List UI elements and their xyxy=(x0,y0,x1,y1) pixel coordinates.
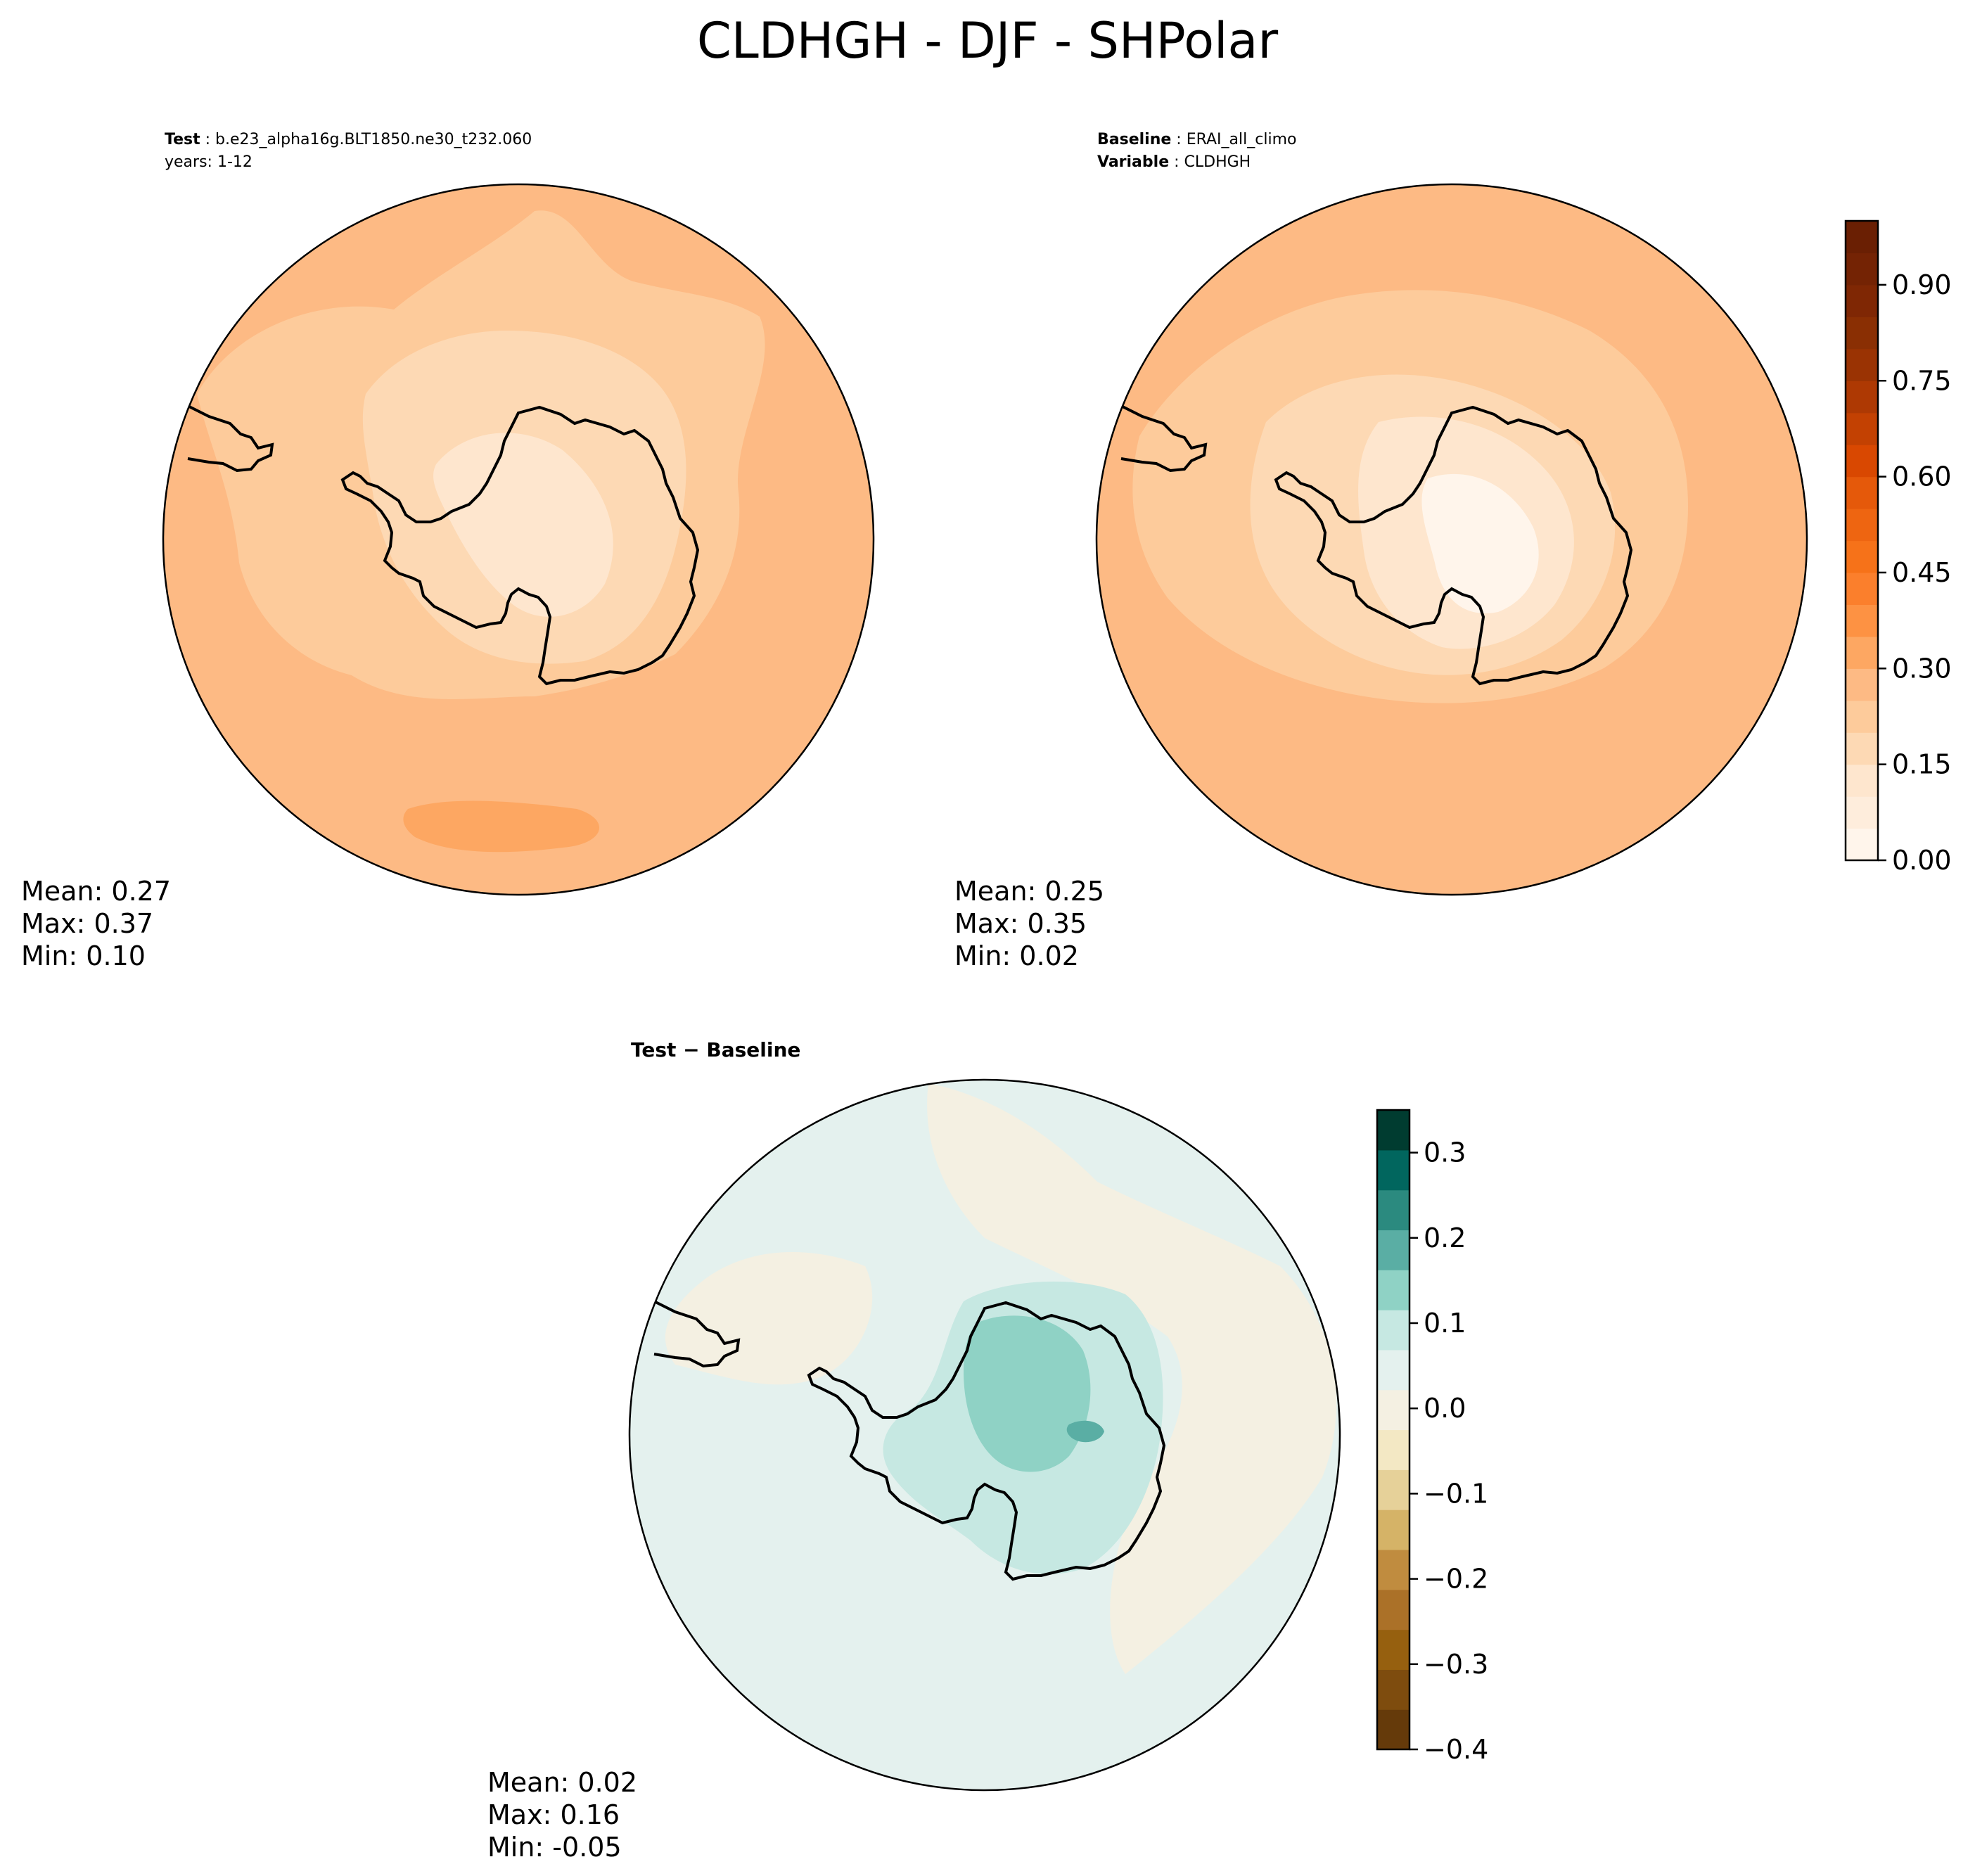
difference-colorbar-swatch xyxy=(1377,1669,1410,1710)
baseline-map xyxy=(1097,184,1807,895)
baseline-colorbar-frame xyxy=(1844,219,1879,862)
test-stat-min: Min: 0.10 xyxy=(21,940,146,971)
difference-colorbar-swatch xyxy=(1377,1310,1410,1351)
baseline-colorbar-swatch xyxy=(1846,604,1878,637)
test-map-boundary xyxy=(162,183,875,896)
baseline-colorbar-swatch xyxy=(1846,572,1878,605)
baseline-colorbar-swatch xyxy=(1846,284,1878,317)
baseline-colorbar-swatch xyxy=(1846,828,1878,861)
difference-header: Test − Baseline xyxy=(631,1038,800,1061)
baseline-colorbar-tick-label: 0.75 xyxy=(1892,365,1952,396)
baseline-stat-max: Max: 0.35 xyxy=(954,908,1087,939)
difference-colorbar-swatch xyxy=(1377,1389,1410,1431)
difference-colorbar: −0.4 −0.3 −0.2 −0.1 0.0 0.1 0.2 0.3 xyxy=(1376,1109,1488,1765)
baseline-header-value-1: ERAI_all_climo xyxy=(1187,131,1297,148)
test-stat-mean: Mean: 0.27 xyxy=(21,876,171,907)
test-header-line-2: years: 1-12 xyxy=(165,153,253,171)
difference-colorbar-swatch xyxy=(1377,1189,1410,1231)
baseline-colorbar-swatch xyxy=(1846,509,1878,542)
baseline-header-value-2: CLDHGH xyxy=(1184,153,1251,171)
baseline-stat-min: Min: 0.02 xyxy=(954,940,1079,971)
baseline-colorbar-swatch xyxy=(1846,668,1878,701)
test-header-colon: : xyxy=(200,131,215,148)
difference-colorbar-swatch xyxy=(1377,1270,1410,1310)
baseline-header-key-2: Variable xyxy=(1097,153,1169,171)
difference-colorbar-tick-label: 0.2 xyxy=(1424,1223,1466,1253)
difference-colorbar-swatch xyxy=(1377,1589,1410,1631)
test-map xyxy=(163,184,874,895)
difference-colorbar-swatch xyxy=(1377,1110,1410,1151)
baseline-colorbar-swatch xyxy=(1846,700,1878,733)
difference-map-contour-positive-strong xyxy=(964,1315,1091,1472)
difference-colorbar-tick-label: −0.4 xyxy=(1424,1734,1488,1765)
test-header-line-1: Test : b.e23_alpha16g.BLT1850.ne30_t232.… xyxy=(165,131,532,148)
difference-colorbar-swatch xyxy=(1377,1629,1410,1670)
difference-colorbar-swatch xyxy=(1377,1549,1410,1590)
difference-colorbar-swatch xyxy=(1377,1349,1410,1391)
difference-stat-max: Max: 0.16 xyxy=(487,1799,620,1830)
difference-colorbar-tick-label: −0.1 xyxy=(1424,1478,1488,1509)
difference-map-contour-neutral-west xyxy=(665,1252,873,1385)
test-panel: Test : b.e23_alpha16g.BLT1850.ne30_t232.… xyxy=(21,131,875,971)
difference-colorbar-swatch xyxy=(1377,1510,1410,1550)
baseline-colorbar-swatch xyxy=(1846,445,1878,478)
baseline-colorbar-swatch xyxy=(1846,476,1878,509)
difference-panel: Test − Baseline Mean: 0.02 Max: 0.16 Min… xyxy=(487,1038,1488,1863)
baseline-colorbar-swatch xyxy=(1846,764,1878,797)
baseline-map-contour-center xyxy=(1421,473,1539,613)
test-map-contour-core xyxy=(433,433,613,617)
baseline-colorbar-swatch xyxy=(1846,381,1878,414)
difference-colorbar-swatch xyxy=(1377,1230,1410,1270)
difference-colorbar-tick-label: 0.0 xyxy=(1424,1393,1466,1424)
difference-stat-min: Min: -0.05 xyxy=(487,1832,622,1863)
difference-map-contour-neutral-east xyxy=(927,1083,1336,1674)
figure-title: CLDHGH - DJF - SHPolar xyxy=(697,12,1279,70)
difference-colorbar-tick-label: −0.3 xyxy=(1424,1649,1488,1680)
baseline-colorbar-swatch xyxy=(1846,796,1878,829)
baseline-colorbar-swatch xyxy=(1846,636,1878,669)
test-map-contour-south xyxy=(403,800,600,853)
baseline-colorbar-tick-label: 0.15 xyxy=(1892,749,1952,780)
baseline-colorbar-tick-label: 0.90 xyxy=(1892,269,1952,300)
baseline-colorbar-swatch xyxy=(1846,540,1878,573)
baseline-colorbar-tick-label: 0.30 xyxy=(1892,653,1952,684)
test-header-value: b.e23_alpha16g.BLT1850.ne30_t232.060 xyxy=(215,131,532,148)
difference-colorbar-tick-label: −0.2 xyxy=(1424,1564,1488,1595)
difference-colorbar-swatch xyxy=(1377,1709,1410,1750)
baseline-header-line-1: Baseline : ERAI_all_climo xyxy=(1097,131,1296,148)
baseline-colorbar-swatch xyxy=(1846,348,1878,381)
difference-colorbar-tick-label: 0.3 xyxy=(1424,1137,1466,1168)
difference-colorbar-swatch xyxy=(1377,1469,1410,1510)
difference-colorbar-swatch xyxy=(1377,1429,1410,1470)
baseline-stat-mean: Mean: 0.25 xyxy=(954,876,1104,907)
baseline-colorbar-tick-label: 0.60 xyxy=(1892,461,1952,492)
baseline-header-colon-2: : xyxy=(1169,153,1184,171)
difference-stat-mean: Mean: 0.02 xyxy=(487,1767,637,1798)
test-stat-max: Max: 0.37 xyxy=(21,908,153,939)
baseline-colorbar-swatch xyxy=(1846,221,1878,254)
baseline-header-line-2: Variable : CLDHGH xyxy=(1097,153,1251,171)
difference-colorbar-swatch xyxy=(1377,1149,1410,1191)
baseline-colorbar-tick-label: 0.00 xyxy=(1892,845,1952,876)
difference-map xyxy=(629,1080,1340,1790)
baseline-colorbar-swatch xyxy=(1846,317,1878,350)
baseline-colorbar-tick-label: 0.45 xyxy=(1892,557,1952,588)
baseline-colorbar-swatch xyxy=(1846,253,1878,286)
difference-colorbar-tick-label: 0.1 xyxy=(1424,1308,1466,1339)
baseline-header-colon-1: : xyxy=(1171,131,1186,148)
baseline-colorbar-swatch xyxy=(1846,412,1878,445)
baseline-colorbar: 0.00 0.15 0.30 0.45 0.60 0.75 0.90 xyxy=(1844,219,1952,876)
test-header-key: Test xyxy=(165,131,200,148)
baseline-colorbar-swatch xyxy=(1846,732,1878,765)
baseline-panel: Baseline : ERAI_all_climo Variable : CLD… xyxy=(954,131,1952,971)
baseline-map-boundary xyxy=(1095,183,1808,896)
baseline-header-key-1: Baseline xyxy=(1097,131,1171,148)
difference-colorbar-frame xyxy=(1376,1109,1411,1751)
difference-map-boundary xyxy=(628,1078,1341,1792)
difference-map-contour-positive-peak xyxy=(1066,1420,1104,1443)
